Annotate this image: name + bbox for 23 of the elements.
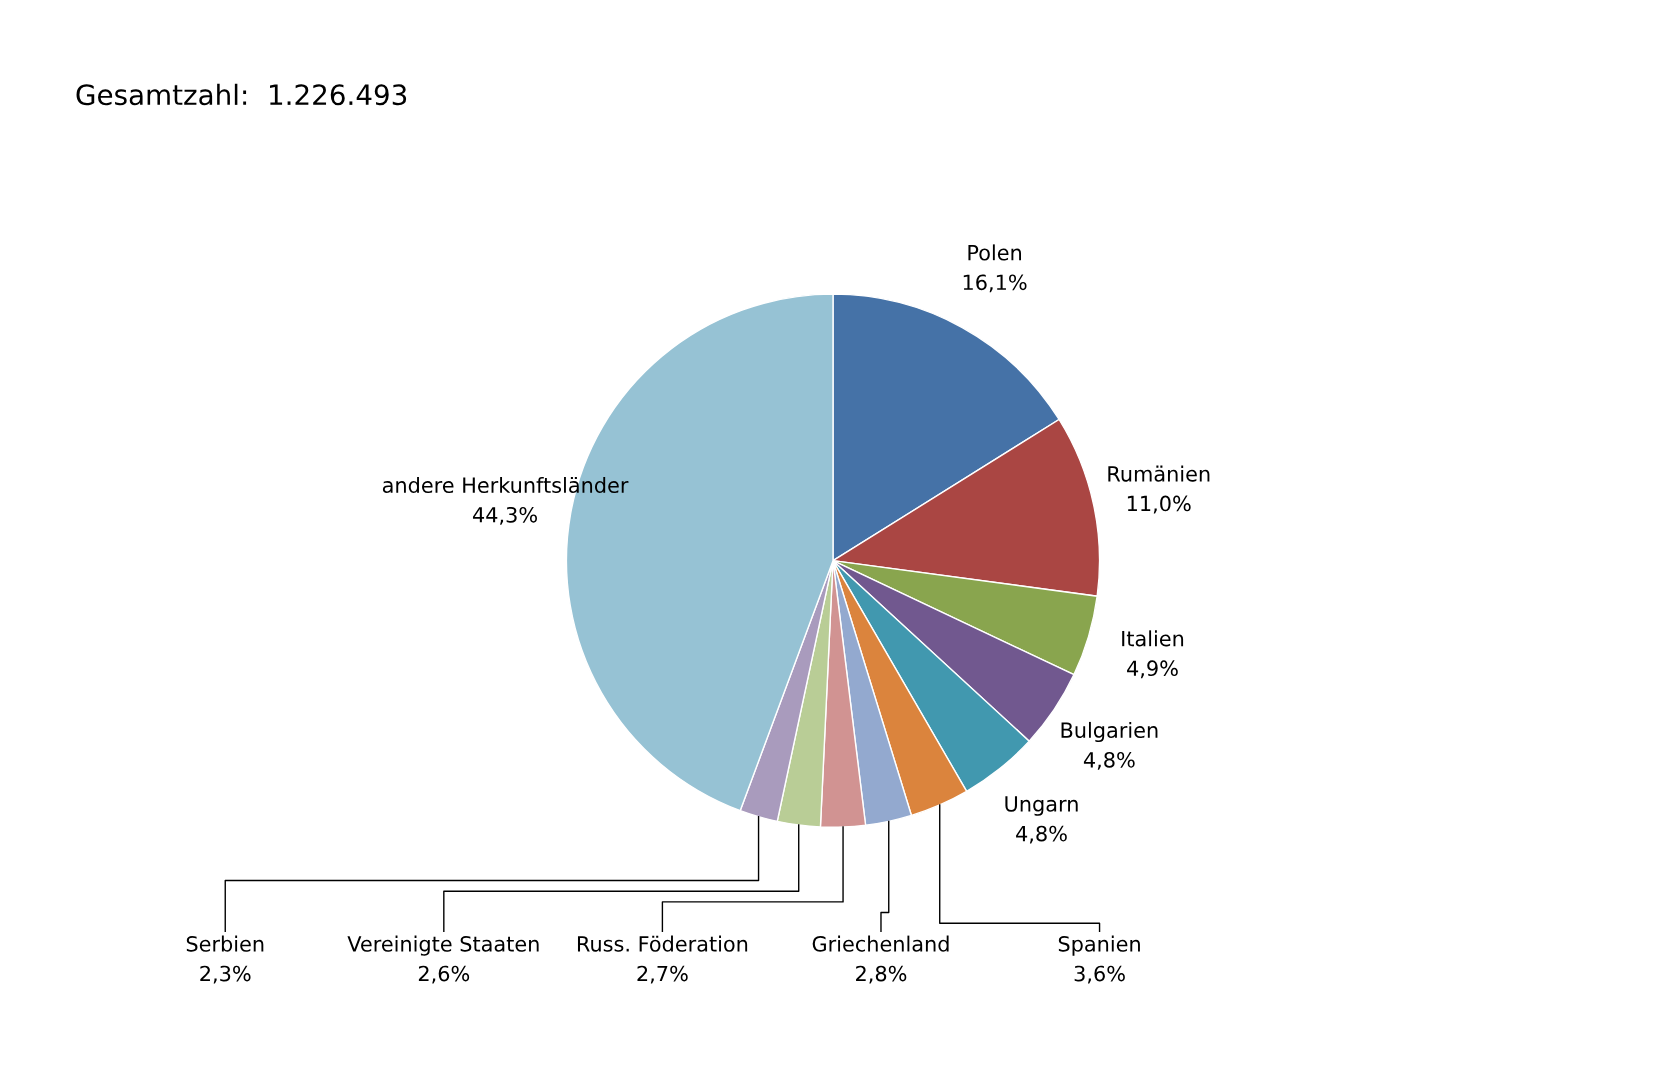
data-label: 2,8%	[856, 965, 907, 984]
slice-label: Ungarn	[1005, 796, 1078, 816]
data-label: 4,8%	[1016, 825, 1067, 844]
slice-label: Bulgarien	[1061, 721, 1158, 743]
data-label: 2,6%	[418, 965, 470, 984]
data-label: 3,6%	[1074, 965, 1125, 984]
data-label: 2,3%	[200, 965, 251, 984]
slice-label: Rumänien	[1108, 465, 1210, 482]
slice-label: Serbien	[186, 935, 264, 952]
data-label: 44,3%	[472, 506, 537, 525]
chart-title: Gesamtzahl: 1.226.493	[76, 83, 407, 106]
data-label: 16,1%	[963, 274, 1027, 293]
data-label: 2,7%	[637, 965, 688, 984]
slice-label: Spanien	[1058, 935, 1140, 956]
slice-label: Griechenland	[812, 935, 949, 952]
slice-label: Vereinigte Staaten	[347, 935, 539, 956]
slice-label: Italien	[1122, 630, 1184, 647]
data-label: 4,8%	[1083, 751, 1135, 770]
data-label: 11,0%	[1127, 495, 1191, 514]
slice-label: Russ. Föderation	[577, 935, 748, 952]
data-label: 4,9%	[1127, 660, 1178, 679]
slice-label: Polen	[968, 244, 1021, 261]
slice-label: andere Herkunftsländer	[382, 476, 629, 493]
